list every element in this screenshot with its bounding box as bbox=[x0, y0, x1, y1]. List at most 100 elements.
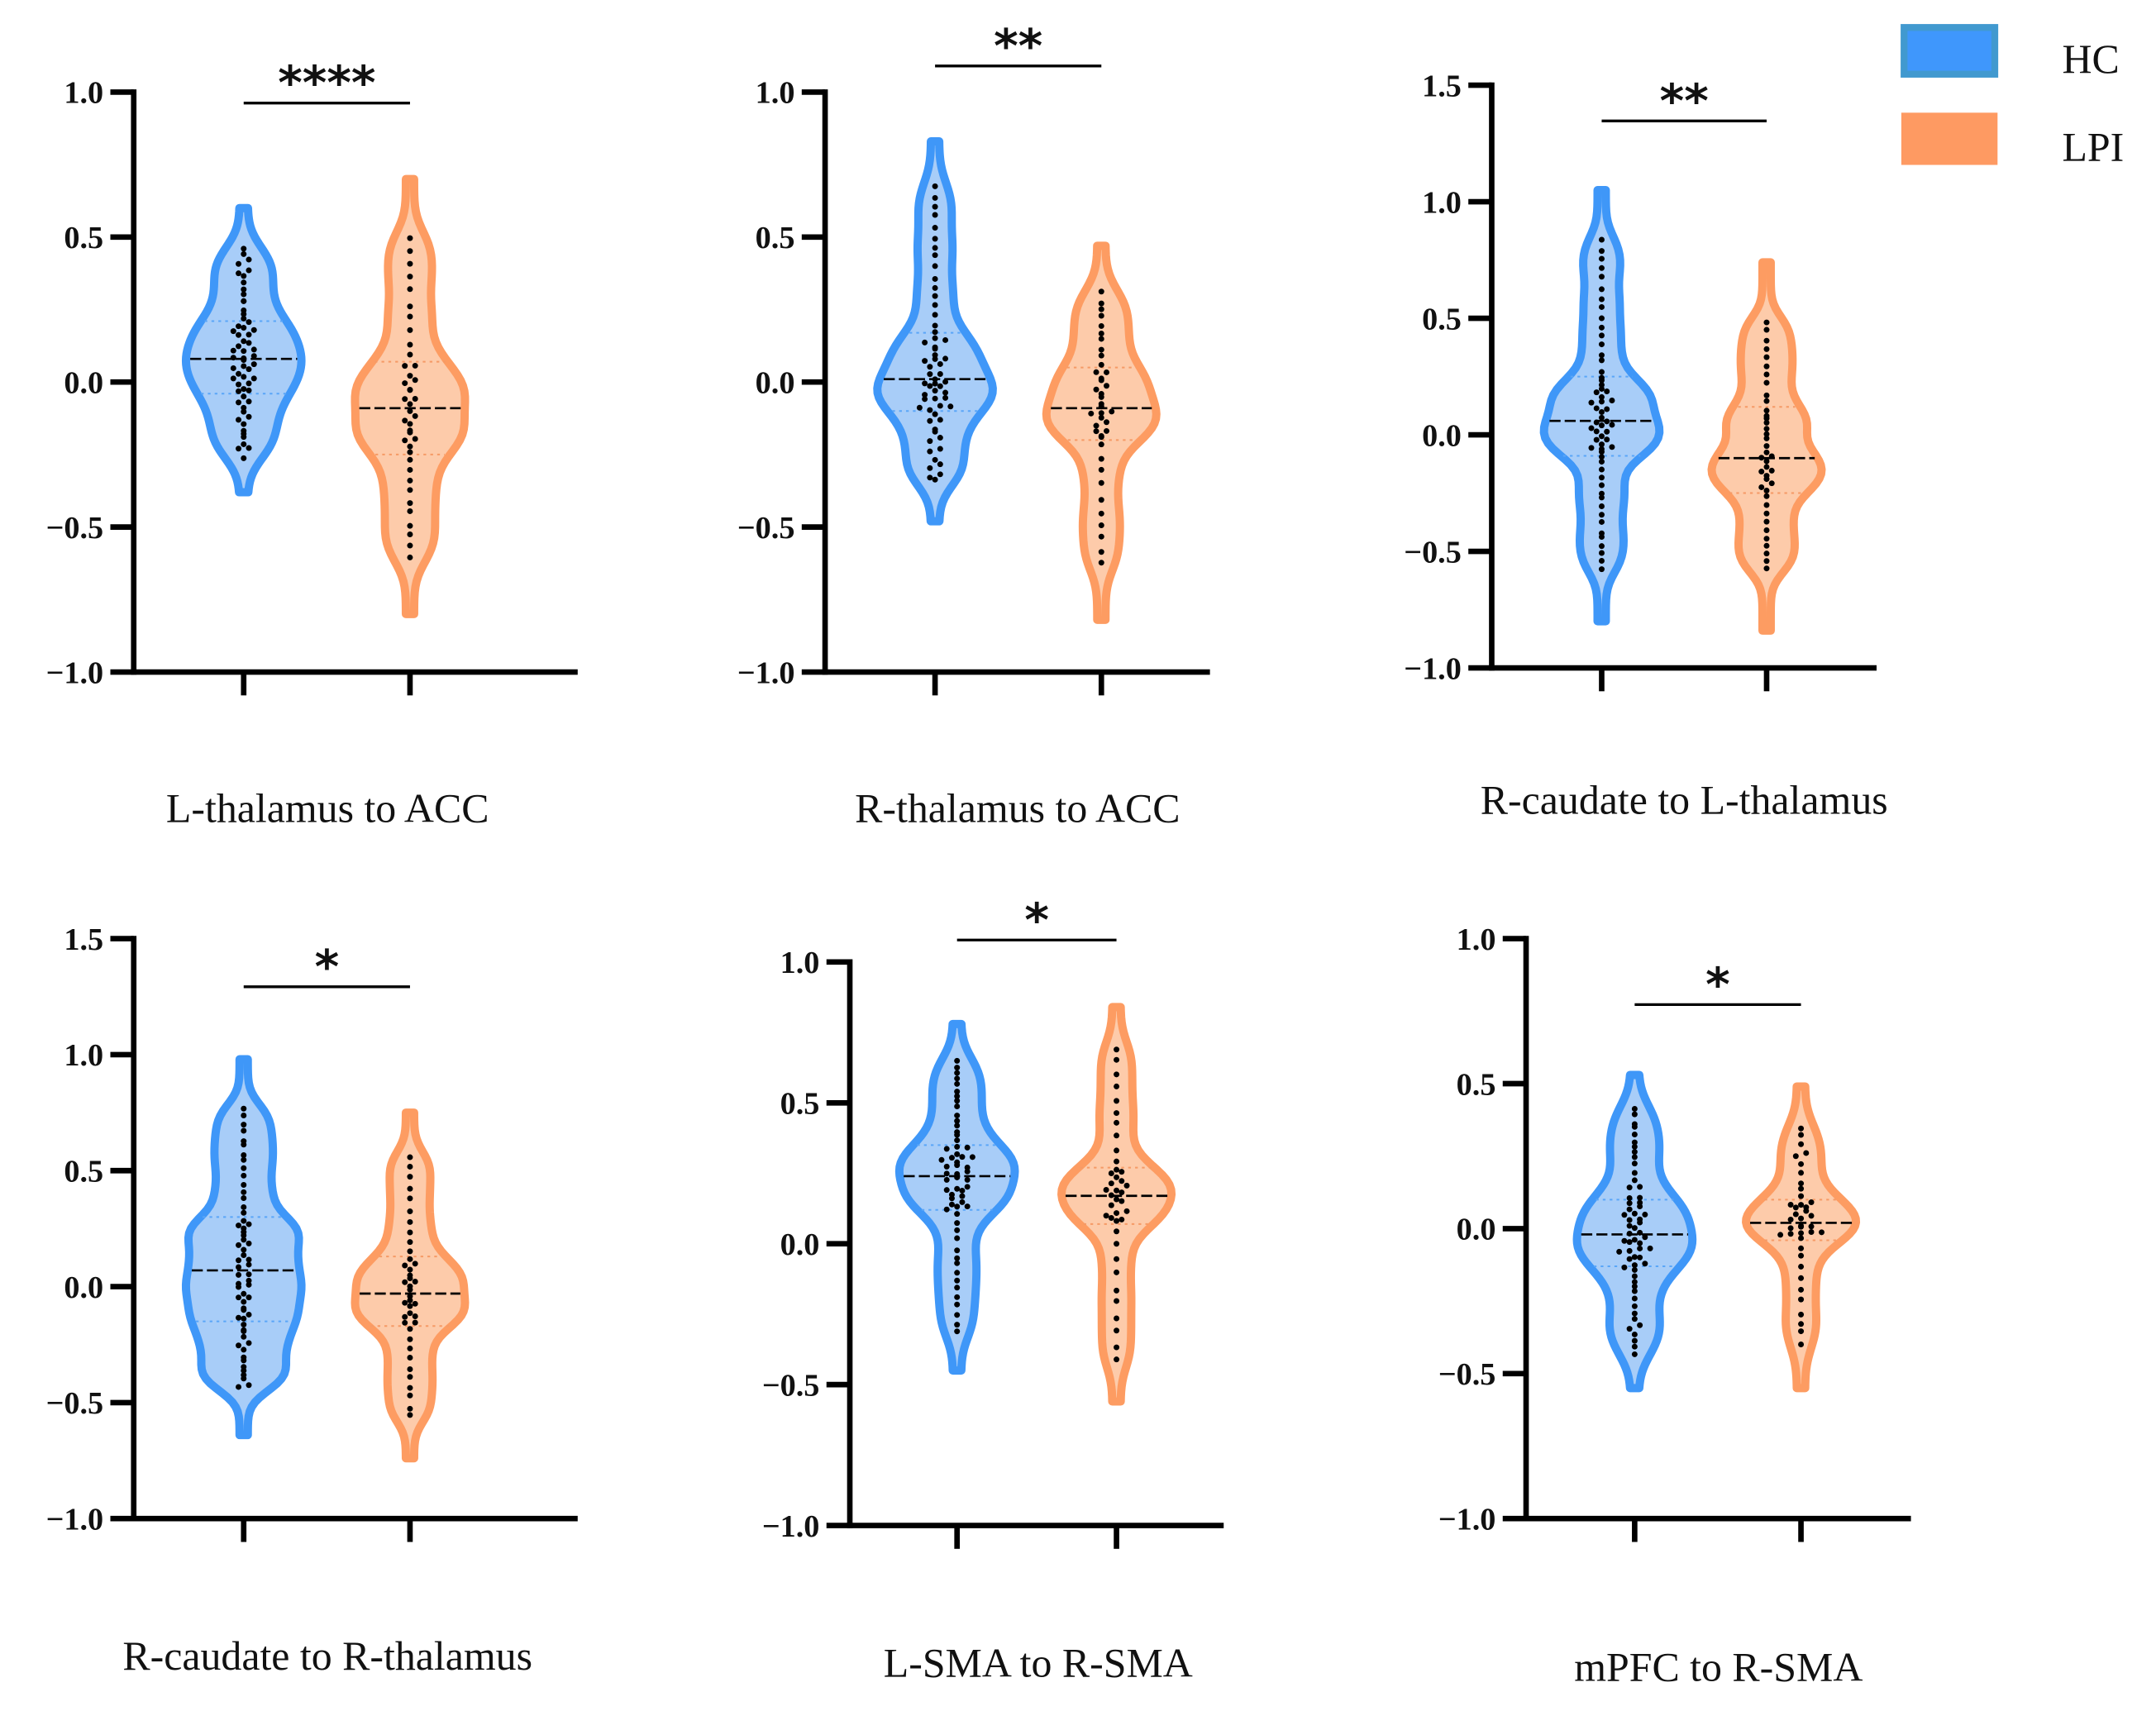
data-point bbox=[236, 260, 242, 267]
data-point bbox=[1598, 441, 1605, 448]
data-point bbox=[1631, 1149, 1638, 1156]
data-point bbox=[1598, 296, 1605, 303]
data-point bbox=[1763, 326, 1770, 333]
data-point bbox=[1763, 398, 1770, 404]
data-point bbox=[964, 1184, 971, 1190]
data-point bbox=[1637, 1254, 1643, 1261]
y-tick-label: 0.0 bbox=[756, 366, 795, 401]
data-point bbox=[1604, 406, 1610, 412]
data-point bbox=[932, 456, 938, 463]
data-point bbox=[407, 326, 413, 333]
violin-lpi bbox=[1042, 241, 1161, 624]
data-point bbox=[241, 245, 247, 252]
data-point bbox=[954, 1211, 961, 1218]
data-point bbox=[964, 1164, 971, 1170]
data-point bbox=[959, 1187, 966, 1194]
data-point bbox=[241, 298, 247, 304]
data-point bbox=[1103, 1213, 1109, 1219]
data-point bbox=[250, 375, 257, 382]
data-point bbox=[236, 1342, 242, 1349]
data-point bbox=[954, 1113, 961, 1119]
data-point bbox=[1108, 1170, 1114, 1176]
data-point bbox=[1763, 449, 1770, 455]
data-point bbox=[241, 325, 247, 331]
data-point bbox=[1637, 1194, 1643, 1201]
data-point bbox=[1593, 389, 1600, 396]
data-point bbox=[407, 1286, 413, 1293]
data-point bbox=[1598, 236, 1605, 243]
data-point bbox=[230, 328, 236, 335]
data-point bbox=[246, 413, 252, 420]
data-point bbox=[402, 363, 408, 369]
data-point bbox=[1763, 510, 1770, 517]
data-point bbox=[241, 1305, 247, 1312]
data-point bbox=[1798, 1235, 1805, 1242]
data-point bbox=[1098, 331, 1104, 337]
data-point bbox=[964, 1176, 971, 1183]
violin-body bbox=[351, 174, 470, 618]
data-point bbox=[241, 1246, 247, 1253]
data-point bbox=[407, 508, 413, 514]
data-point bbox=[1598, 459, 1605, 465]
data-point bbox=[1763, 419, 1770, 426]
y-tick-label: −1.0 bbox=[46, 655, 104, 690]
data-point bbox=[407, 260, 413, 267]
data-point bbox=[407, 522, 413, 529]
data-point bbox=[1598, 550, 1605, 556]
data-point bbox=[1114, 1241, 1120, 1247]
significance-stars: ** bbox=[1660, 74, 1709, 128]
y-tick-label: 1.0 bbox=[1422, 185, 1462, 220]
data-point bbox=[1631, 1337, 1638, 1344]
data-point bbox=[241, 1333, 247, 1340]
data-point bbox=[236, 381, 242, 388]
data-point bbox=[241, 1194, 247, 1201]
data-point bbox=[246, 1311, 252, 1318]
data-point bbox=[932, 293, 938, 299]
data-point bbox=[954, 1143, 961, 1150]
data-point bbox=[954, 1312, 961, 1318]
data-point bbox=[1768, 467, 1775, 474]
data-point bbox=[236, 399, 242, 406]
data-point bbox=[1598, 422, 1605, 429]
data-point bbox=[927, 407, 933, 413]
data-point bbox=[954, 1322, 961, 1328]
data-point bbox=[954, 1270, 961, 1276]
data-point bbox=[241, 1322, 247, 1328]
violin-hc bbox=[894, 1019, 1019, 1375]
data-point bbox=[1798, 1180, 1805, 1187]
data-point bbox=[1763, 502, 1770, 508]
data-point bbox=[937, 360, 943, 367]
data-point bbox=[932, 245, 938, 251]
data-point bbox=[954, 1159, 961, 1165]
data-point bbox=[1114, 1356, 1120, 1363]
data-point bbox=[246, 445, 252, 451]
data-point bbox=[1098, 390, 1104, 397]
data-point bbox=[1114, 1218, 1120, 1224]
data-point bbox=[948, 1201, 955, 1208]
data-point bbox=[1093, 428, 1099, 435]
y-tick-label: 0.0 bbox=[1457, 1213, 1496, 1247]
data-point bbox=[402, 396, 408, 403]
data-point bbox=[1631, 1170, 1638, 1176]
data-point bbox=[942, 355, 949, 362]
violin-lpi bbox=[1057, 1003, 1176, 1406]
data-point bbox=[927, 438, 933, 445]
data-point bbox=[1631, 1295, 1638, 1302]
data-point bbox=[954, 1301, 961, 1308]
data-point bbox=[1088, 410, 1095, 417]
data-point bbox=[407, 1229, 413, 1236]
data-point bbox=[1609, 444, 1615, 450]
data-point bbox=[954, 1103, 961, 1109]
data-point bbox=[402, 437, 408, 444]
data-point bbox=[241, 1372, 247, 1379]
data-point bbox=[937, 403, 943, 409]
data-point bbox=[927, 448, 933, 455]
data-point bbox=[1631, 1316, 1638, 1323]
data-point bbox=[1609, 422, 1615, 428]
legend-swatch-lpi bbox=[1901, 112, 1998, 165]
data-point bbox=[1808, 1223, 1815, 1230]
data-point bbox=[402, 1319, 408, 1326]
data-point bbox=[932, 335, 938, 341]
data-point bbox=[1109, 408, 1115, 415]
data-point bbox=[407, 1272, 413, 1279]
